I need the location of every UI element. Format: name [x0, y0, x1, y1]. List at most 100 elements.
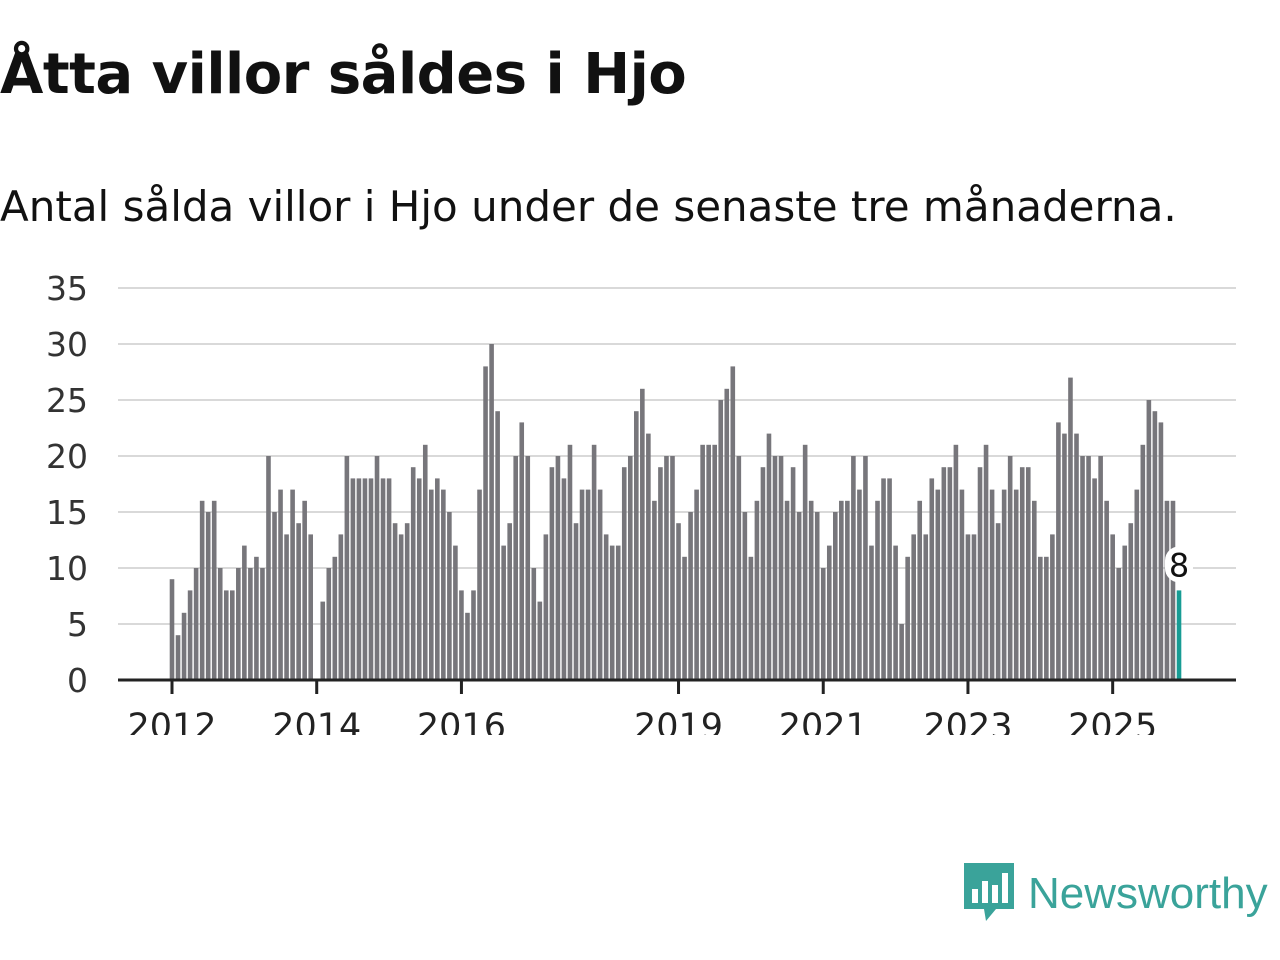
bar [688, 512, 693, 680]
bar [489, 344, 494, 680]
bar [1080, 456, 1085, 680]
bar [1128, 523, 1134, 680]
bar [634, 411, 639, 680]
bar [435, 478, 440, 680]
bar [525, 456, 531, 680]
bar [398, 534, 404, 680]
bar [368, 478, 374, 680]
chart-subtitle: Antal sålda villor i Hjo under de senast… [0, 182, 1177, 231]
bar [1086, 456, 1091, 680]
bar [260, 568, 265, 680]
bar [911, 534, 916, 680]
bar [416, 478, 422, 680]
bar [477, 489, 482, 680]
bar [266, 456, 271, 680]
bar [851, 456, 856, 680]
bar [193, 568, 199, 680]
bar [615, 545, 621, 680]
bar [1152, 411, 1158, 680]
bar [682, 556, 687, 680]
axes: 2012 2014 2016 2019 2021 2023 2025 [118, 678, 1236, 735]
bar [917, 500, 923, 680]
bar [971, 534, 977, 680]
bar [802, 444, 808, 680]
y-tick-label: 35 [46, 269, 88, 308]
bar [839, 500, 844, 680]
brand-logo[interactable]: Newsworthy [964, 862, 1268, 926]
bar [169, 579, 175, 680]
bar [778, 456, 784, 680]
bar [217, 568, 223, 680]
bar [223, 590, 229, 680]
y-tick-label: 30 [46, 325, 88, 364]
bar [537, 601, 543, 680]
newsworthy-logo-icon [964, 863, 1014, 921]
x-tick-label: 2021 [779, 707, 868, 735]
bar [730, 366, 736, 680]
bar [392, 523, 398, 680]
bar [706, 444, 711, 680]
bar [627, 456, 633, 680]
bar [977, 467, 983, 680]
bar [736, 456, 742, 680]
bar [501, 545, 506, 680]
bars [169, 344, 1182, 680]
bar [724, 388, 730, 680]
bar [567, 444, 573, 680]
gridlines: 0 5 10 15 20 25 30 35 [46, 269, 1236, 700]
bar [941, 467, 947, 680]
bar [808, 500, 814, 680]
brand-name: Newsworthy [1028, 869, 1268, 918]
x-tick-label: 2025 [1068, 707, 1157, 735]
bar [1062, 433, 1067, 680]
bar [1050, 534, 1055, 680]
bar [1092, 478, 1097, 680]
bar [748, 556, 754, 680]
bar [603, 534, 609, 680]
y-tick-label: 20 [46, 437, 88, 476]
bar [772, 456, 778, 680]
bar [833, 512, 838, 680]
bar [670, 456, 675, 680]
bar [579, 489, 585, 680]
bar [1038, 556, 1043, 680]
bar [826, 545, 832, 680]
bar [784, 500, 790, 680]
y-tick-label: 25 [46, 381, 88, 420]
bar [1170, 500, 1176, 680]
bar [332, 556, 338, 680]
bar [869, 545, 874, 680]
bar [923, 534, 929, 680]
bar [875, 500, 880, 680]
bar [555, 456, 561, 680]
bar [284, 534, 289, 680]
bar [754, 500, 760, 680]
bar [326, 568, 332, 680]
x-tick-label: 2014 [272, 707, 361, 735]
bar [790, 467, 796, 680]
bar [658, 467, 663, 680]
bar [175, 635, 181, 680]
bar [230, 590, 235, 680]
bar [507, 523, 512, 680]
bar [947, 467, 953, 680]
bar [881, 478, 886, 680]
bar [205, 512, 211, 680]
value-label-background [1165, 546, 1194, 583]
bar [1104, 500, 1109, 680]
bar [1013, 489, 1019, 680]
x-tick-label: 2012 [127, 707, 216, 735]
bar [1122, 545, 1128, 680]
bar [386, 478, 392, 680]
bar [308, 534, 313, 680]
x-tick-label: 2016 [417, 707, 506, 735]
value-label: 8 [1169, 546, 1189, 584]
bar [302, 500, 307, 680]
bar [561, 478, 567, 680]
bar [591, 444, 597, 680]
bar [573, 523, 579, 680]
bar [471, 590, 476, 680]
bar [495, 411, 500, 680]
bar [459, 590, 464, 680]
bar [272, 512, 277, 680]
